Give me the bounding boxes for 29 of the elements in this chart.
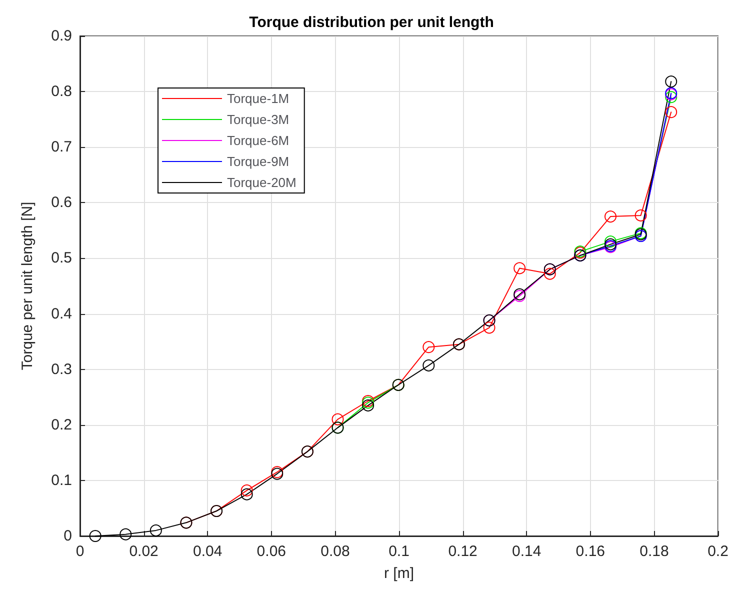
x-tick-label: 0.02: [129, 543, 158, 560]
x-tick-label: 0.04: [193, 543, 222, 560]
y-tick-label: 0.5: [51, 250, 72, 267]
y-tick-label: 0.4: [51, 305, 72, 322]
x-tick-label: 0.16: [576, 543, 605, 560]
y-tick-label: 0: [64, 528, 72, 544]
y-tick-label: 0.7: [51, 138, 72, 156]
x-tick-label: 0.12: [448, 543, 478, 560]
y-tick-label: 0.6: [51, 194, 72, 212]
y-tick-label: 0.9: [51, 28, 72, 44]
x-tick-label: 0.08: [320, 543, 350, 560]
legend-label: Torque-9M: [227, 154, 290, 169]
x-tick-label: 0.2: [708, 543, 728, 560]
y-tick-label: 0.2: [51, 416, 72, 434]
x-tick-label: 0.18: [640, 543, 669, 560]
y-tick-label: 0.3: [51, 360, 72, 378]
legend-label: Torque-1M: [227, 91, 290, 106]
chart-title: Torque distribution per unit length: [249, 14, 494, 31]
x-axis-title: r [m]: [384, 565, 414, 582]
y-tick-label: 0.1: [51, 472, 72, 489]
x-tick-label: 0.14: [512, 543, 542, 560]
legend-label: Torque-20M: [227, 175, 296, 190]
x-tick-label: 0: [76, 543, 84, 560]
x-tick-label: 0.06: [256, 543, 286, 560]
x-tick-label: 0.1: [388, 543, 410, 560]
y-tick-label: 0.8: [51, 83, 72, 100]
legend-label: Torque-6M: [227, 133, 290, 148]
legend-label: Torque-3M: [227, 112, 290, 127]
y-axis-title: Torque per unit length [N]: [19, 202, 36, 370]
